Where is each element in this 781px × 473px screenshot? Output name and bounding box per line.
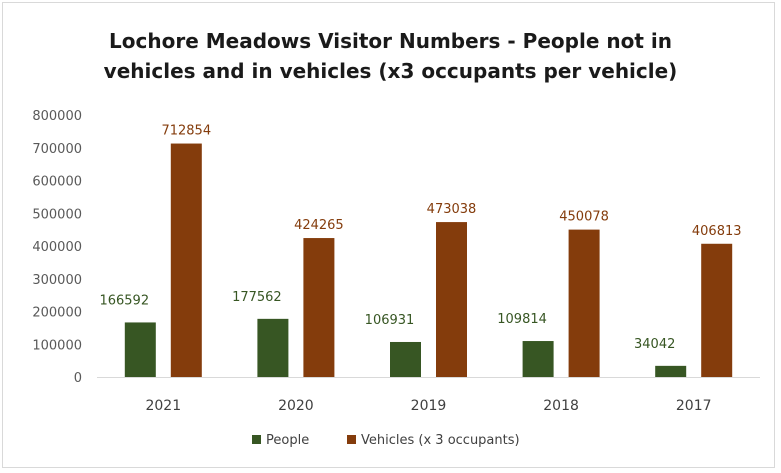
bar-people-2017 <box>655 365 687 377</box>
legend-swatch-vehicles <box>347 435 356 444</box>
data-label-people-2017: 34042 <box>634 337 675 352</box>
data-label-vehicles-2020: 424265 <box>294 218 344 233</box>
bar-vehicles-2020 <box>303 238 335 377</box>
legend-label-people: People <box>266 433 309 448</box>
x-tick-label-2021: 2021 <box>145 398 181 414</box>
data-label-vehicles-2017: 406813 <box>692 224 742 239</box>
bar-people-2019 <box>390 341 421 377</box>
y-tick-label: 0 <box>74 371 82 386</box>
data-label-people-2018: 109814 <box>497 312 547 327</box>
bar-vehicles-2021 <box>170 143 202 377</box>
legend: People Vehicles (x 3 occupants) <box>252 433 520 448</box>
y-tick-label: 800000 <box>32 109 82 124</box>
data-label-people-2020: 177562 <box>232 290 282 305</box>
x-tick-label-2018: 2018 <box>543 398 579 414</box>
y-tick-label: 600000 <box>32 175 82 190</box>
y-tick-label: 700000 <box>32 142 82 157</box>
bar-vehicles-2019 <box>436 222 467 377</box>
chart-title-line-2: vehicles and in vehicles (x3 occupants p… <box>103 59 678 83</box>
legend-swatch-people <box>252 435 261 444</box>
y-tick-label: 500000 <box>32 207 82 222</box>
legend-label-vehicles: Vehicles (x 3 occupants) <box>361 433 520 448</box>
y-tick-label: 200000 <box>32 306 82 321</box>
bar-people-2020 <box>257 318 289 377</box>
y-tick-label: 400000 <box>32 240 82 255</box>
data-label-people-2019: 106931 <box>365 313 415 328</box>
bar-vehicles-2018 <box>568 229 600 377</box>
x-tick-label-2019: 2019 <box>411 398 447 414</box>
bar-people-2021 <box>124 322 156 377</box>
y-tick-label: 100000 <box>32 338 82 353</box>
plot-area: 166592 712854 177562 424265 106931 473038 1098… <box>99 124 742 377</box>
x-tick-label-2017: 2017 <box>676 398 712 414</box>
data-label-people-2021: 166592 <box>99 293 149 308</box>
y-axis: 0 100000 200000 300000 400000 500000 600000 700… <box>32 109 82 386</box>
y-tick-label: 300000 <box>32 273 82 288</box>
x-tick-label-2020: 2020 <box>278 398 314 414</box>
data-label-vehicles-2021: 712854 <box>161 124 211 139</box>
data-label-vehicles-2019: 473038 <box>427 202 477 217</box>
chart-frame <box>2 2 775 468</box>
chart-title: Lochore Meadows Visitor Numbers - People… <box>0 26 781 86</box>
bar-vehicles-2017 <box>701 243 733 377</box>
bar-people-2018 <box>522 341 554 377</box>
x-axis: 2021 2020 2019 2018 2017 <box>97 377 760 414</box>
data-label-vehicles-2018: 450078 <box>559 210 609 225</box>
chart-title-line-1: Lochore Meadows Visitor Numbers - People… <box>109 29 672 53</box>
